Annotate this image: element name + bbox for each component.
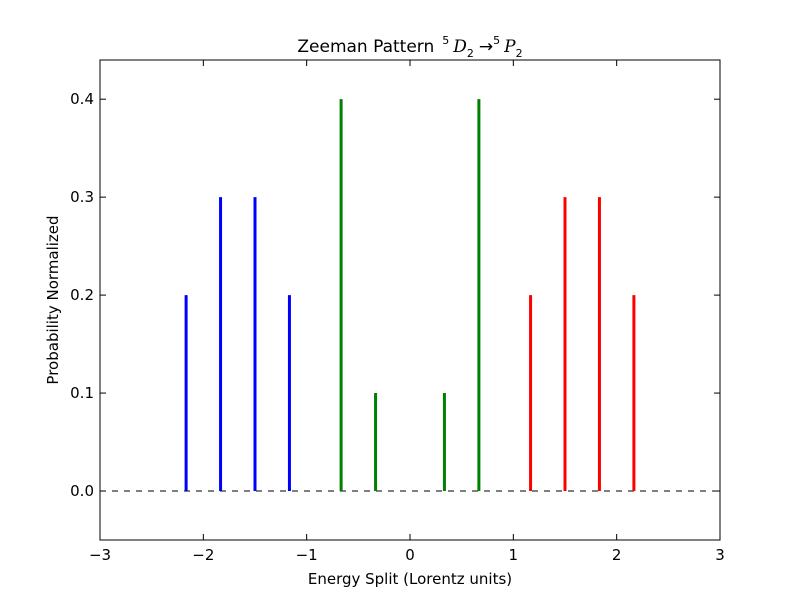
y-tick-label: 0.1 (70, 384, 94, 402)
title-subscript-b: 2 (516, 47, 523, 60)
title-subscript-a: 2 (467, 47, 474, 60)
y-tick-label: 0.2 (70, 286, 94, 304)
title-base-b: P (503, 37, 516, 57)
x-tick-label: −3 (89, 546, 111, 564)
x-tick-label: 3 (715, 546, 725, 564)
y-axis-label: Probability Normalized (44, 215, 62, 384)
title-base-a: D (452, 37, 467, 57)
y-tick-label: 0.0 (70, 482, 94, 500)
x-tick-label: 0 (405, 546, 415, 564)
x-tick-label: −1 (296, 546, 318, 564)
x-tick-label: 2 (612, 546, 622, 564)
axis-ticks: −3 −2 −1 0 1 2 3 0.0 0.1 0.2 0.3 0.4 (70, 60, 725, 564)
x-axis-label: Energy Split (Lorentz units) (308, 570, 512, 588)
plot-area (100, 60, 720, 540)
chart-title-text: Zeeman Pattern (297, 37, 434, 57)
x-tick-label: −2 (192, 546, 214, 564)
y-tick-label: 0.4 (70, 90, 94, 108)
x-tick-label: 1 (509, 546, 519, 564)
plot-marks (100, 99, 720, 492)
y-tick-label: 0.3 (70, 188, 94, 206)
title-superscript-a: 5 (442, 34, 449, 47)
title-superscript-b: 5 (493, 34, 500, 47)
chart-title: Zeeman Pattern 5 D2 →5 P2 (297, 34, 522, 60)
title-arrow: → (479, 37, 493, 57)
